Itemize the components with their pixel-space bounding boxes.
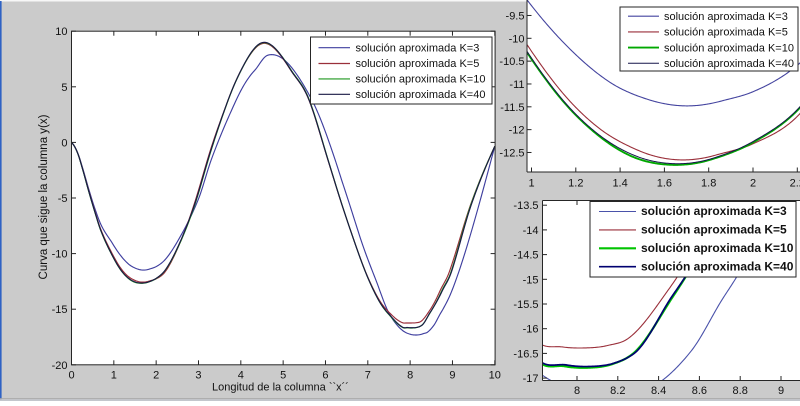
svg-text:solución aproximada K=10: solución aproximada K=10 [356, 74, 486, 86]
svg-text:-5: -5 [58, 193, 68, 205]
svg-text:0: 0 [68, 369, 74, 381]
svg-text:1.6: 1.6 [657, 178, 672, 190]
svg-text:8.4: 8.4 [651, 385, 666, 397]
svg-text:-11: -11 [509, 79, 524, 91]
svg-text:solución aproximada K=40: solución aproximada K=40 [356, 89, 486, 101]
svg-text:solución aproximada K=3: solución aproximada K=3 [641, 204, 787, 218]
svg-text:solución aproximada K=3: solución aproximada K=3 [356, 42, 480, 54]
svg-text:3: 3 [195, 369, 201, 381]
svg-text:8.2: 8.2 [610, 385, 625, 397]
svg-text:-10: -10 [52, 249, 68, 261]
svg-text:-15.5: -15.5 [513, 299, 538, 311]
svg-text:8.6: 8.6 [692, 385, 707, 397]
svg-text:6: 6 [322, 369, 328, 381]
svg-text:-15: -15 [52, 304, 68, 316]
svg-text:1.8: 1.8 [701, 178, 716, 190]
svg-text:10: 10 [489, 369, 501, 381]
svg-text:0: 0 [61, 137, 67, 149]
svg-text:solución aproximada K=10: solución aproximada K=10 [664, 42, 794, 54]
svg-text:solución aproximada K=5: solución aproximada K=5 [641, 223, 787, 237]
svg-text:7: 7 [365, 369, 371, 381]
svg-text:2.2: 2.2 [790, 178, 800, 190]
svg-text:-12: -12 [509, 125, 525, 137]
svg-text:4: 4 [238, 369, 244, 381]
svg-text:5: 5 [280, 369, 286, 381]
svg-text:1: 1 [528, 178, 534, 190]
svg-text:-20: -20 [52, 360, 68, 372]
svg-text:solución aproximada K=5: solución aproximada K=5 [356, 58, 480, 70]
svg-text:-16: -16 [523, 324, 539, 336]
svg-text:2: 2 [153, 369, 159, 381]
svg-text:solución aproximada K=5: solución aproximada K=5 [664, 27, 788, 39]
svg-text:solución aproximada K=40: solución aproximada K=40 [641, 259, 794, 273]
svg-text:-10: -10 [509, 33, 525, 45]
svg-text:1: 1 [111, 369, 117, 381]
svg-text:-9.5: -9.5 [506, 10, 525, 22]
svg-text:solución aproximada K=3: solución aproximada K=3 [664, 11, 788, 23]
svg-text:-13.5: -13.5 [513, 200, 538, 212]
svg-text:-14.5: -14.5 [513, 250, 538, 262]
svg-text:solución aproximada K=40: solución aproximada K=40 [664, 58, 794, 70]
svg-text:1.2: 1.2 [568, 178, 583, 190]
svg-text:Longitud de la columna ``x´´: Longitud de la columna ``x´´ [212, 382, 349, 394]
svg-text:-10.5: -10.5 [499, 56, 524, 68]
svg-text:-12.5: -12.5 [499, 147, 524, 159]
svg-text:8.8: 8.8 [733, 385, 748, 397]
svg-text:1.4: 1.4 [612, 178, 627, 190]
svg-text:9: 9 [778, 385, 784, 397]
svg-text:-16.5: -16.5 [513, 348, 538, 360]
svg-text:-17: -17 [523, 373, 539, 385]
svg-text:8: 8 [407, 369, 413, 381]
svg-text:10: 10 [55, 26, 67, 38]
svg-text:-15: -15 [523, 274, 539, 286]
svg-text:8: 8 [574, 385, 580, 397]
svg-text:5: 5 [61, 82, 67, 94]
svg-text:9: 9 [449, 369, 455, 381]
svg-text:-11.5: -11.5 [500, 102, 524, 114]
svg-text:Curva que sigue la columna y(x: Curva que sigue la columna y(x) [38, 114, 50, 279]
svg-text:2: 2 [750, 178, 756, 190]
svg-text:-14: -14 [523, 225, 539, 237]
svg-text:solución aproximada K=10: solución aproximada K=10 [641, 241, 794, 255]
